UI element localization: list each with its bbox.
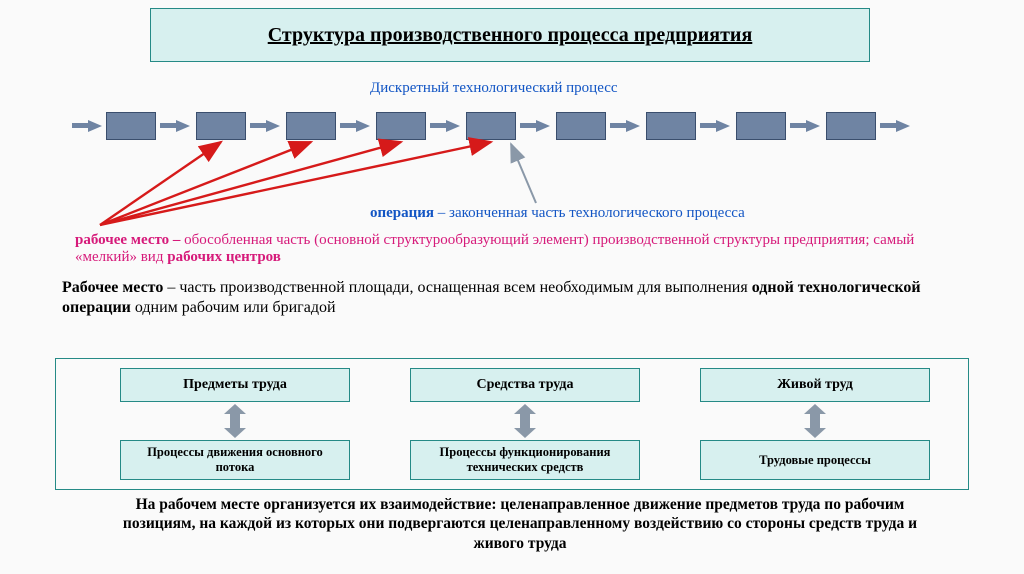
pair-bottom: Процессы функционирования технических ср…: [410, 440, 640, 480]
def-t1: – часть производственной площади, оснаще…: [163, 279, 751, 296]
workplace-label: рабочее место – обособленная часть (осно…: [75, 232, 955, 266]
process-step: [376, 112, 426, 140]
operation-bold: операция: [370, 205, 434, 221]
bidir-arrow-icon: [804, 404, 826, 438]
wp-bold: рабочее место –: [75, 232, 184, 248]
definition: Рабочее место – часть производственной п…: [62, 278, 962, 318]
process-step: [556, 112, 606, 140]
footer-text: На рабочем месте организуется их взаимод…: [110, 495, 930, 553]
pair-top: Живой труд: [700, 368, 930, 402]
page-title: Структура производственного процесса пре…: [268, 23, 753, 47]
process-step: [196, 112, 246, 140]
process-step: [736, 112, 786, 140]
process-step: [646, 112, 696, 140]
bidir-arrow-icon: [514, 404, 536, 438]
bidir-arrow-icon: [224, 404, 246, 438]
operation-rest: – законченная часть технологического про…: [434, 205, 745, 221]
chain-subtitle: Дискретный технологический процесс: [370, 80, 618, 97]
pair-top: Средства труда: [410, 368, 640, 402]
def-b1: Рабочее место: [62, 279, 163, 296]
process-step: [826, 112, 876, 140]
process-step: [106, 112, 156, 140]
operation-label: операция – законченная часть технологиче…: [370, 205, 745, 222]
pair-bottom: Процессы движения основного потока: [120, 440, 350, 480]
process-step: [466, 112, 516, 140]
wp-tail: рабочих центров: [167, 249, 281, 265]
process-step: [286, 112, 336, 140]
def-t2: одним рабочим или бригадой: [131, 299, 336, 316]
pair-bottom: Трудовые процессы: [700, 440, 930, 480]
title-box: Структура производственного процесса пре…: [150, 8, 870, 62]
pair-top: Предметы труда: [120, 368, 350, 402]
